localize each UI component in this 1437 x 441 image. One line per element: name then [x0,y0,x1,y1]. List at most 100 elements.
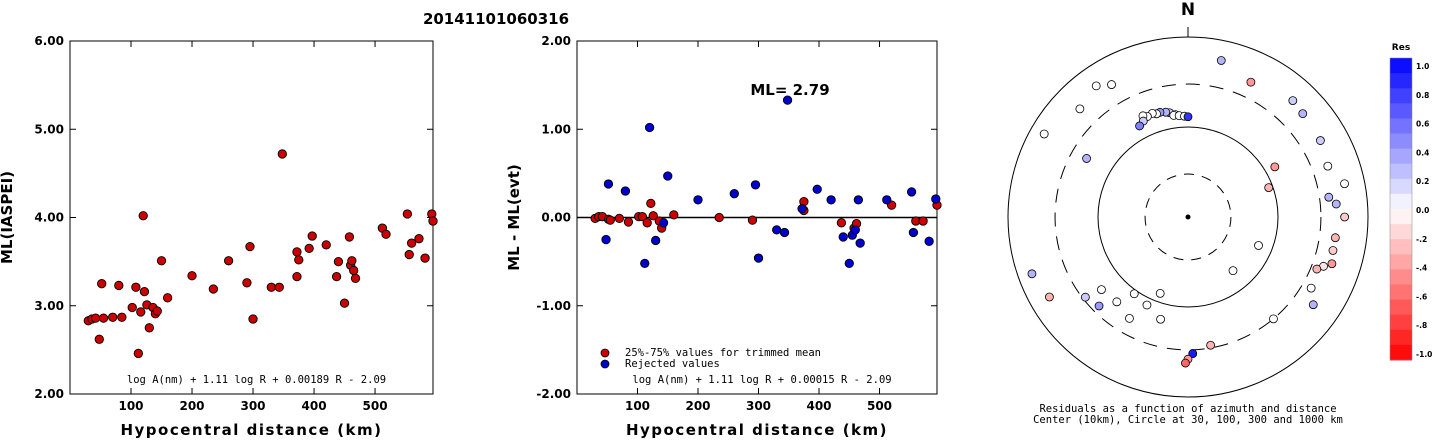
colorbar-segment [1390,178,1412,195]
station-point [1082,154,1091,163]
y-tick-label: -1.00 [536,299,571,313]
legend-marker [600,359,610,369]
y-tick-label: 6.00 [34,34,64,48]
colorbar-segment [1390,284,1412,301]
data-point [601,234,611,245]
event-id-title: 20141101060316 [423,10,569,28]
station-point [1323,161,1333,171]
data-point [292,271,302,282]
colorbar-segment [1390,58,1412,74]
colorbar-tick-label: -1.0 [1416,350,1432,359]
station-point [1316,136,1325,145]
data-point [838,232,848,242]
station-point [1039,129,1049,139]
x-tick-label: 100 [118,399,143,413]
y-axis-label: ML(IASPEI) [0,171,16,264]
x-tick-label: 300 [240,399,265,413]
data-point [248,314,258,324]
colorbar-segment [1390,239,1412,255]
data-point [924,236,934,246]
data-point [855,238,865,248]
data-point [138,211,148,221]
ml-value-label: ML= 2.79 [750,81,829,99]
data-point [605,215,615,225]
x-tick-label: 100 [625,399,650,413]
data-point [406,238,417,248]
colorbar-segment [1390,118,1412,134]
colorbar-tick-label: 0.8 [1416,91,1429,100]
data-point [729,189,739,199]
station-point [1135,121,1144,131]
data-point [623,217,634,227]
data-point [321,240,331,250]
data-point [797,204,807,214]
station-point [1306,283,1316,293]
data-point [826,195,836,205]
data-point [223,256,234,266]
y-axis-label: ML - ML(evt) [505,164,523,270]
colorbar-segment [1390,103,1412,119]
station-point [1254,241,1263,250]
x-tick-label: 400 [806,399,831,413]
station-point [1288,96,1298,105]
data-point [108,312,118,322]
colorbar-segment [1390,133,1412,150]
legend-label: 25%-75% values for trimmed mean [625,347,821,359]
station-point [1112,297,1122,307]
station-point [1298,109,1308,119]
station-point [1094,301,1104,311]
colorbar-tick-label: -.8 [1416,321,1427,330]
data-point [139,286,150,297]
colorbar-segment [1390,163,1412,180]
y-tick-label: 3.00 [34,299,64,313]
x-tick-label: 200 [179,399,204,413]
center-point [1185,214,1191,220]
data-point [117,312,127,322]
data-point [402,209,413,219]
data-point [931,194,941,204]
station-point [1181,358,1190,368]
data-point [347,256,357,266]
data-point [136,307,146,317]
data-point [853,195,863,205]
data-point [131,282,141,292]
station-point [1097,285,1106,295]
data-point [658,218,669,228]
colorbar-tick-label: 0.6 [1416,120,1429,129]
station-point [1183,112,1193,122]
data-point [428,216,438,226]
ring-30km [1144,173,1232,261]
colorbar-segment [1390,299,1412,316]
colorbar-segment [1390,193,1412,210]
ring-100km [1097,126,1279,308]
data-point [144,323,154,333]
data-point [381,229,391,239]
station-point [1228,266,1238,276]
station-point [1027,269,1037,279]
colorbar-segment [1390,209,1412,225]
colorbar-segment [1390,344,1412,361]
station-point [1264,183,1274,193]
station-point [1340,179,1349,189]
station-point [1330,233,1340,243]
data-point [90,313,101,323]
data-point [350,273,361,284]
data-point [812,184,822,194]
data-point [266,282,276,292]
data-point [127,302,137,313]
data-point [339,298,350,308]
x-tick-label: 500 [363,399,388,413]
y-tick-label: 1.00 [541,122,571,136]
azimuth-residual-chart: N Residuals as a function of azimuth and … [1007,0,1432,426]
x-axis-label: Hypocentral distance (km) [120,421,382,439]
data-point [98,313,109,323]
data-point [614,213,625,224]
data-point [753,253,764,263]
data-point [648,211,658,221]
colorbar-segment [1390,269,1412,285]
data-point [414,234,424,244]
station-point [1312,264,1322,274]
data-point [277,149,287,159]
colorbar-segment [1390,148,1412,165]
data-point [187,271,197,281]
